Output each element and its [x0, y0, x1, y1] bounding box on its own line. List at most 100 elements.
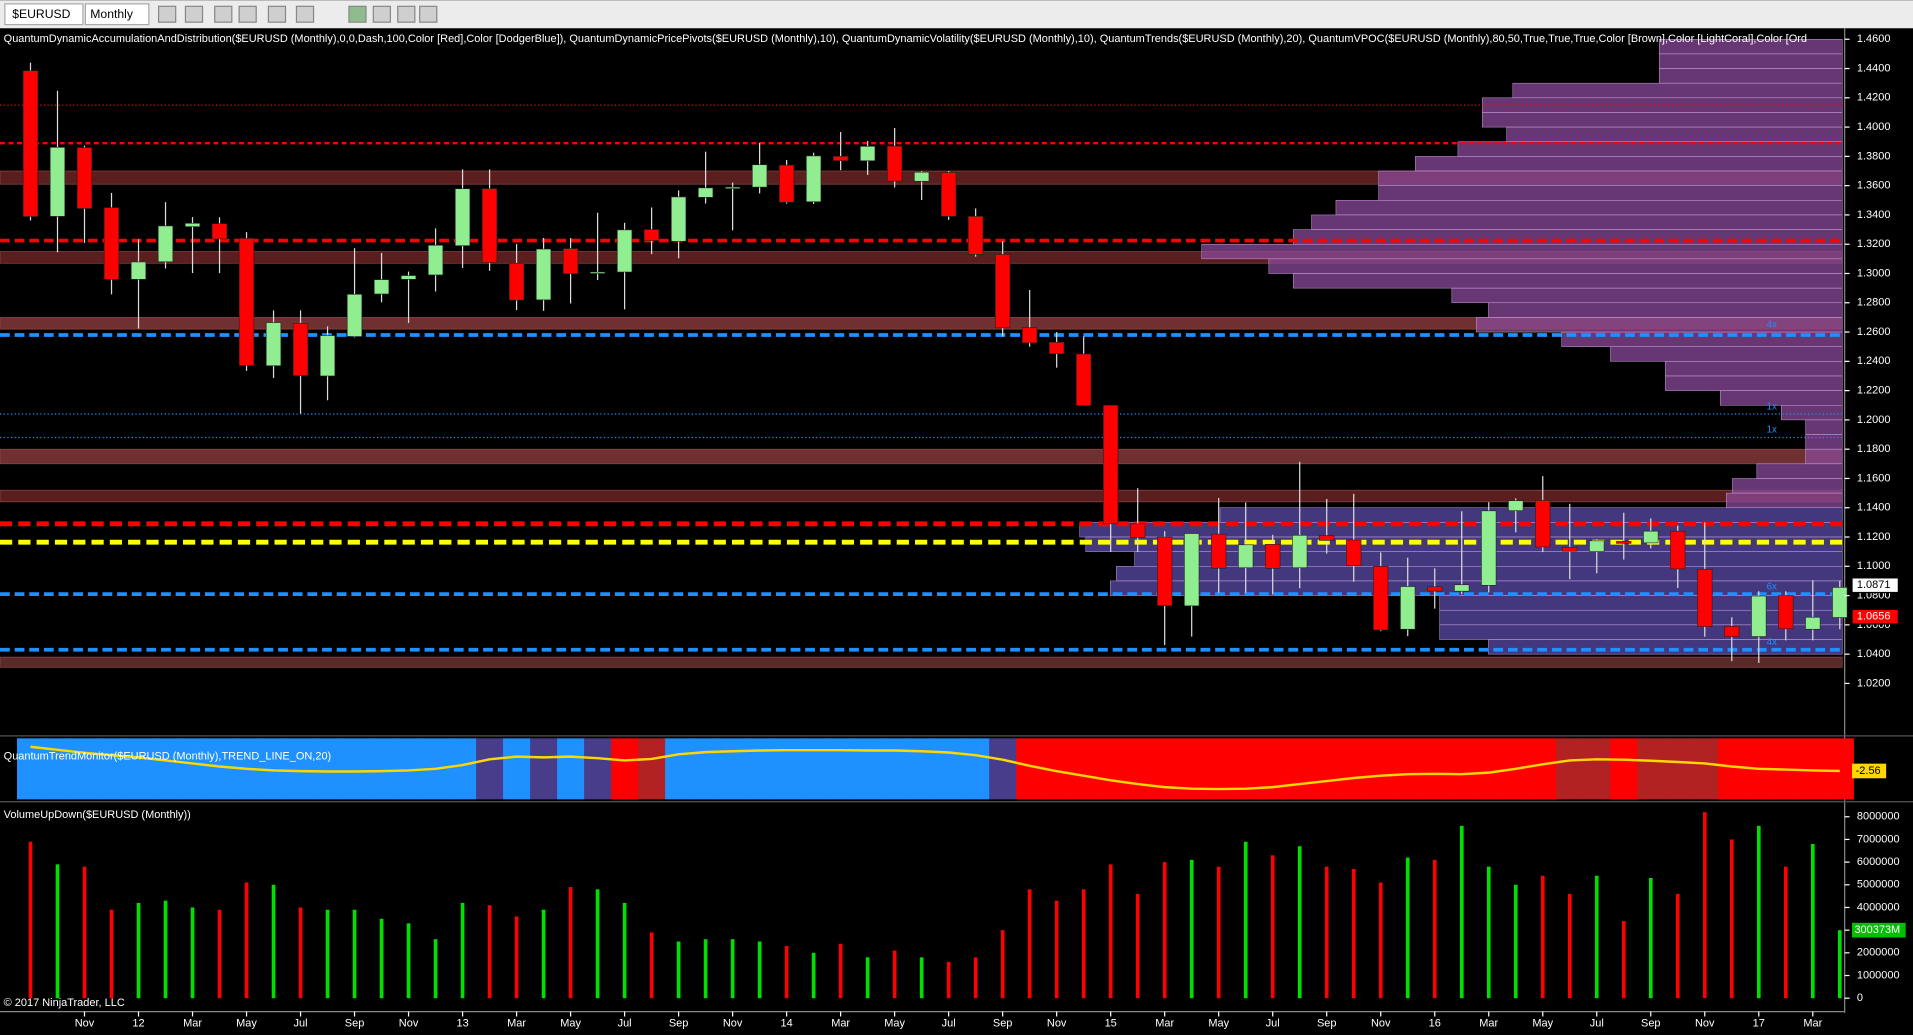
- candle-body: [1373, 565, 1389, 631]
- candle-body: [697, 187, 714, 198]
- trend-block: [179, 738, 207, 800]
- trend-block: [584, 738, 612, 800]
- y-tick-label: 1.4400: [1857, 62, 1891, 74]
- tool-templates[interactable]: [397, 5, 416, 23]
- tool-cross[interactable]: [214, 5, 233, 23]
- x-tick-label: Nov: [1047, 1018, 1067, 1030]
- volume-bar: [406, 923, 411, 999]
- copyright: © 2017 NinjaTrader, LLC: [4, 997, 125, 1009]
- tool-properties[interactable]: [295, 5, 315, 23]
- volume-profile-bar: [1378, 170, 1843, 186]
- y-tick-label: 1.3600: [1857, 180, 1891, 192]
- volume-profile-bar: [1488, 639, 1843, 655]
- price-label: 1.0871: [1857, 579, 1891, 591]
- y-tick-label: 1.1400: [1857, 502, 1891, 514]
- volume-bar: [1270, 855, 1275, 999]
- candle-body: [211, 223, 228, 240]
- tool-data[interactable]: [419, 5, 438, 23]
- trend-block: [1367, 738, 1395, 800]
- volume-bar: [838, 943, 843, 999]
- volume-profile-bar: [1219, 507, 1843, 523]
- y-tick-label: 1.3000: [1857, 267, 1891, 279]
- x-tick-label: Jul: [618, 1018, 632, 1030]
- volume-tick-label: 6000000: [1857, 856, 1900, 868]
- volume-bar: [1837, 930, 1842, 999]
- volume-bar: [1648, 877, 1653, 999]
- trend-block: [1448, 738, 1476, 800]
- volume-bar: [298, 907, 303, 999]
- volume-bar: [1000, 930, 1005, 999]
- volume-bar: [1432, 859, 1437, 999]
- candle-body: [643, 229, 660, 241]
- volume-bar: [1675, 893, 1680, 999]
- volume-bar: [1405, 857, 1410, 999]
- volume-bar: [730, 939, 735, 999]
- trend-block: [503, 738, 531, 800]
- volume-profile-bar: [1756, 463, 1843, 479]
- candle-body: [76, 147, 93, 209]
- tool-eraser[interactable]: [238, 5, 257, 23]
- volume-profile-bar: [1726, 492, 1843, 508]
- volume-profile-bar: [1488, 302, 1843, 318]
- candle-body: [1832, 587, 1848, 618]
- tool-draw[interactable]: [184, 5, 204, 23]
- volume-bar: [1324, 866, 1329, 999]
- trend-block: [1232, 738, 1260, 800]
- volume-bar: [568, 887, 573, 999]
- x-tick-label: 17: [1753, 1018, 1765, 1030]
- symbol-box[interactable]: [4, 3, 84, 26]
- x-tick-label: Nov: [1371, 1018, 1391, 1030]
- candle-body: [860, 145, 876, 162]
- volume-bar: [1621, 921, 1626, 999]
- trend-label-box: [1851, 763, 1887, 779]
- volume-profile-bar: [1311, 214, 1843, 230]
- trend-block: [98, 738, 126, 800]
- y-tick-label: 1.1600: [1857, 472, 1891, 484]
- volume-profile-bar: [1805, 448, 1843, 465]
- interval-box[interactable]: [84, 3, 150, 26]
- tool-indicators[interactable]: [348, 5, 367, 23]
- trend-block: [719, 738, 747, 800]
- x-tick-label: May: [236, 1018, 257, 1030]
- trend-block: [1421, 738, 1449, 800]
- tool-bars[interactable]: [157, 5, 177, 23]
- volume-profile-bar: [1451, 287, 1843, 304]
- x-tick-label: May: [560, 1018, 581, 1030]
- candle-body: [914, 171, 930, 182]
- trend-block: [314, 738, 342, 800]
- y-tick-label: 1.1800: [1857, 443, 1891, 455]
- trend-block: [935, 738, 963, 800]
- x-tick-label: Sep: [669, 1018, 689, 1030]
- candle-body: [265, 322, 282, 367]
- volume-profile-bar: [1610, 346, 1843, 362]
- y-tick-label: 1.2000: [1857, 414, 1891, 426]
- candle-body: [346, 293, 363, 337]
- x-tick-label: Mar: [1803, 1018, 1822, 1030]
- volume-bar: [136, 902, 141, 999]
- tool-zoom[interactable]: [267, 5, 287, 23]
- trend-block: [989, 738, 1017, 800]
- y-tick-label: 1.4000: [1857, 121, 1891, 133]
- volume-bar: [1756, 825, 1761, 999]
- x-tick-label: 15: [1105, 1018, 1117, 1030]
- volume-bar: [784, 946, 789, 999]
- volume-bar: [1540, 875, 1545, 999]
- x-tick-label: Mar: [1479, 1018, 1498, 1030]
- symbol[interactable]: $EURUSD: [12, 7, 70, 21]
- x-tick-label: Nov: [75, 1018, 95, 1030]
- candle-body: [292, 322, 309, 376]
- x-tick-label: Mar: [507, 1018, 526, 1030]
- volume-bar: [1135, 893, 1140, 999]
- volume-bar: [271, 884, 276, 999]
- volume-profile-bar: [1719, 390, 1843, 406]
- volume-tick-label: 0: [1857, 992, 1863, 1004]
- candle-body: [1724, 626, 1740, 638]
- price-label-box: [1851, 577, 1899, 594]
- trend-block: [368, 738, 396, 800]
- volume-bar: [757, 941, 762, 999]
- volume-bar: [1729, 839, 1734, 999]
- level-label: 6x: [1767, 581, 1777, 592]
- trend-block: [1286, 738, 1314, 800]
- tool-strategies[interactable]: [372, 5, 392, 23]
- interval[interactable]: Monthly: [90, 7, 134, 21]
